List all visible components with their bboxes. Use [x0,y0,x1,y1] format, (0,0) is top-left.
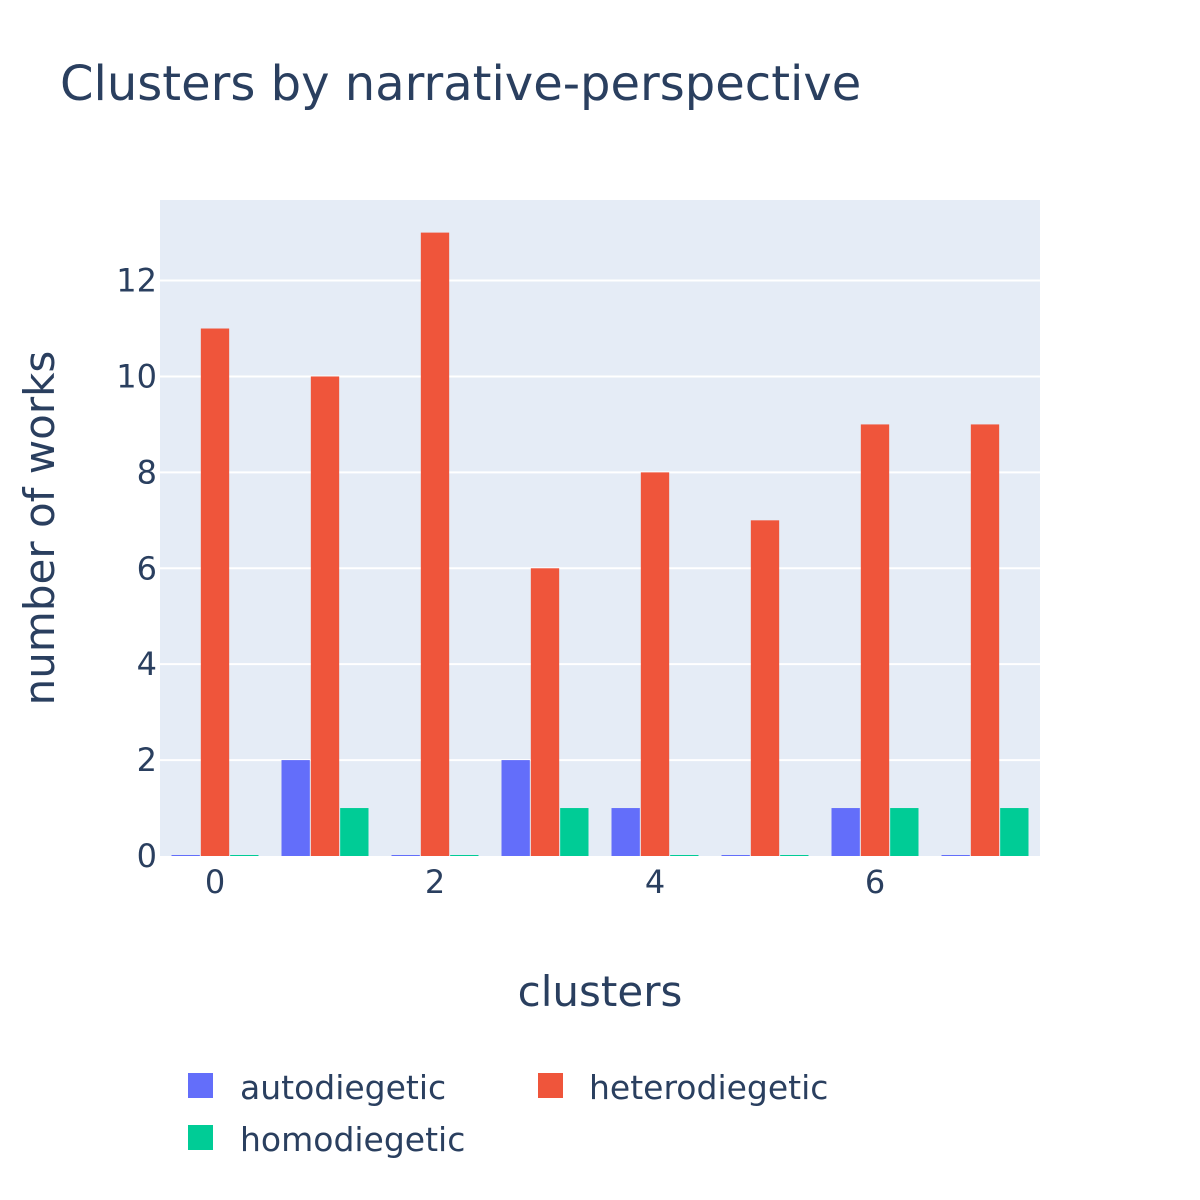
bar-heterodiegetic-7[interactable] [970,424,1000,856]
bar-heterodiegetic-6[interactable] [860,424,890,856]
y-tick-label: 2 [137,741,157,779]
bar-heterodiegetic-1[interactable] [310,376,340,856]
x-axis-title: clusters [518,967,683,1016]
bar-heterodiegetic-5[interactable] [750,520,780,856]
legend-swatch-heterodiegetic [538,1073,563,1098]
bar-autodiegetic-2[interactable] [391,855,420,856]
bar-autodiegetic-1[interactable] [281,760,310,856]
x-tick-label: 0 [205,863,225,901]
y-tick-label: 8 [137,453,157,491]
legend-item-heterodiegetic[interactable]: heterodiegetic [538,1068,828,1107]
y-tick-label: 10 [116,357,157,395]
y-tick-label: 12 [116,262,157,300]
y-tick-label: 0 [137,837,157,875]
bars [171,232,1029,857]
legend-label-homodiegetic: homodiegetic [240,1120,465,1159]
bar-autodiegetic-0[interactable] [171,855,200,856]
chart-title: Clusters by narrative-perspective [60,56,861,112]
bar-homodiegetic-5[interactable] [780,855,809,856]
bar-heterodiegetic-0[interactable] [200,328,230,856]
legend-swatch-autodiegetic [188,1073,213,1098]
y-axis-title: number of works [15,351,64,706]
bar-homodiegetic-7[interactable] [1000,808,1029,856]
plot-area [160,200,1040,856]
x-tick-label: 2 [425,863,445,901]
y-tick-label: 6 [137,549,157,587]
bar-homodiegetic-1[interactable] [340,808,369,856]
x-axis-ticks: 0 2 4 6 [205,863,885,901]
bar-autodiegetic-6[interactable] [831,808,860,856]
bar-autodiegetic-3[interactable] [501,760,530,856]
bar-homodiegetic-2[interactable] [450,855,479,856]
bar-homodiegetic-3[interactable] [560,808,589,856]
y-tick-label: 4 [137,645,157,683]
bar-heterodiegetic-2[interactable] [420,232,450,857]
legend-label-autodiegetic: autodiegetic [240,1068,446,1107]
gridlines [160,279,1040,762]
y-axis-ticks: 0 2 4 6 8 10 12 [116,262,157,875]
legend-label-heterodiegetic: heterodiegetic [589,1068,828,1107]
bar-heterodiegetic-4[interactable] [640,472,670,856]
x-tick-label: 4 [645,863,665,901]
legend-item-autodiegetic[interactable]: autodiegetic [188,1068,446,1107]
legend-item-homodiegetic[interactable]: homodiegetic [188,1120,465,1159]
bar-autodiegetic-4[interactable] [611,808,640,856]
bar-autodiegetic-5[interactable] [721,855,750,856]
x-tick-label: 6 [865,863,885,901]
legend[interactable]: autodiegetic heterodiegetic homodiegetic [188,1068,828,1159]
bar-heterodiegetic-3[interactable] [530,568,560,856]
bar-homodiegetic-0[interactable] [230,855,259,856]
legend-swatch-homodiegetic [188,1125,213,1150]
bar-autodiegetic-7[interactable] [941,855,970,856]
bar-homodiegetic-6[interactable] [890,808,919,856]
bar-homodiegetic-4[interactable] [670,855,699,856]
